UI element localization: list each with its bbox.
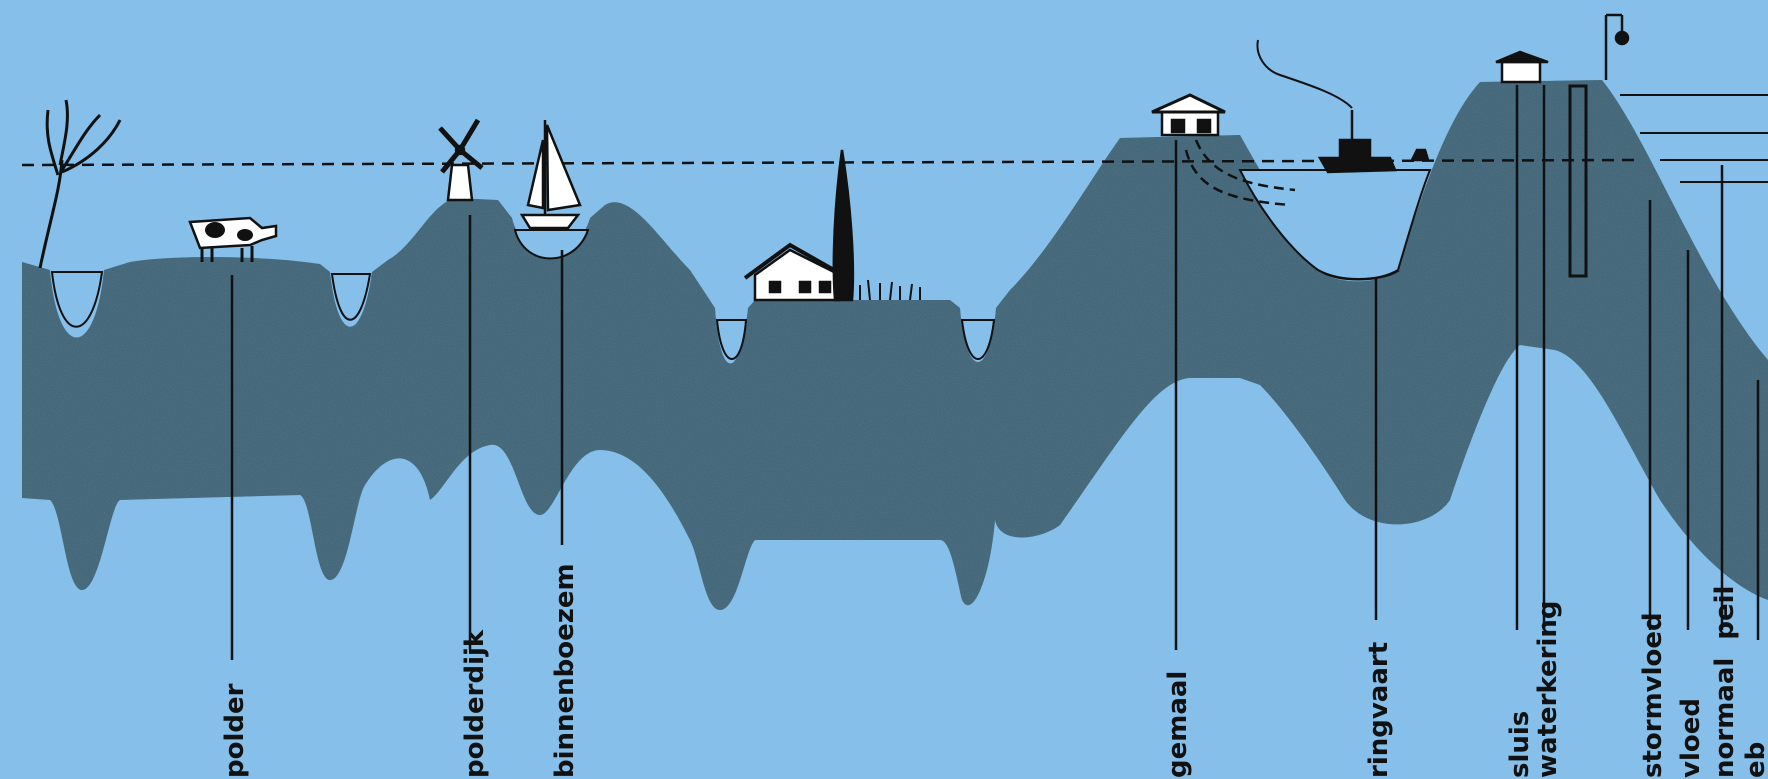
- label-waterkering: waterkering: [1533, 600, 1563, 778]
- label-stormvloed: stormvloed: [1638, 612, 1668, 778]
- ringvaart-water: [1238, 169, 1432, 280]
- pumping-station-icon: [1151, 93, 1296, 207]
- ground-section: [22, 80, 1768, 610]
- farmhouse-icon: [743, 149, 921, 302]
- label-sluis: sluis: [1505, 711, 1535, 778]
- sluice-house-icon: [1495, 13, 1630, 278]
- pointer-lines: [230, 85, 1760, 660]
- label-vloed: vloed: [1676, 698, 1706, 778]
- water-level-line: [21, 158, 1641, 167]
- steamboat-icon: [1256, 39, 1430, 174]
- label-ringvaart: ringvaart: [1364, 642, 1394, 778]
- label-gemaal: gemaal: [1163, 671, 1193, 778]
- label-binnenboezem: binnenboezem: [550, 563, 580, 778]
- tide-lines: [1620, 94, 1768, 183]
- cow-icon: [188, 216, 278, 262]
- label-polder: polder: [220, 683, 250, 778]
- label-normaal-peil: normaal peil: [1710, 586, 1740, 778]
- sailboat-icon: [519, 120, 582, 230]
- ditches: [50, 229, 1400, 360]
- label-polderdijk: polderdijk: [460, 629, 490, 778]
- willow-tree-icon: [38, 99, 122, 269]
- windmill-icon: [438, 118, 484, 202]
- label-eb: eb: [1741, 742, 1768, 778]
